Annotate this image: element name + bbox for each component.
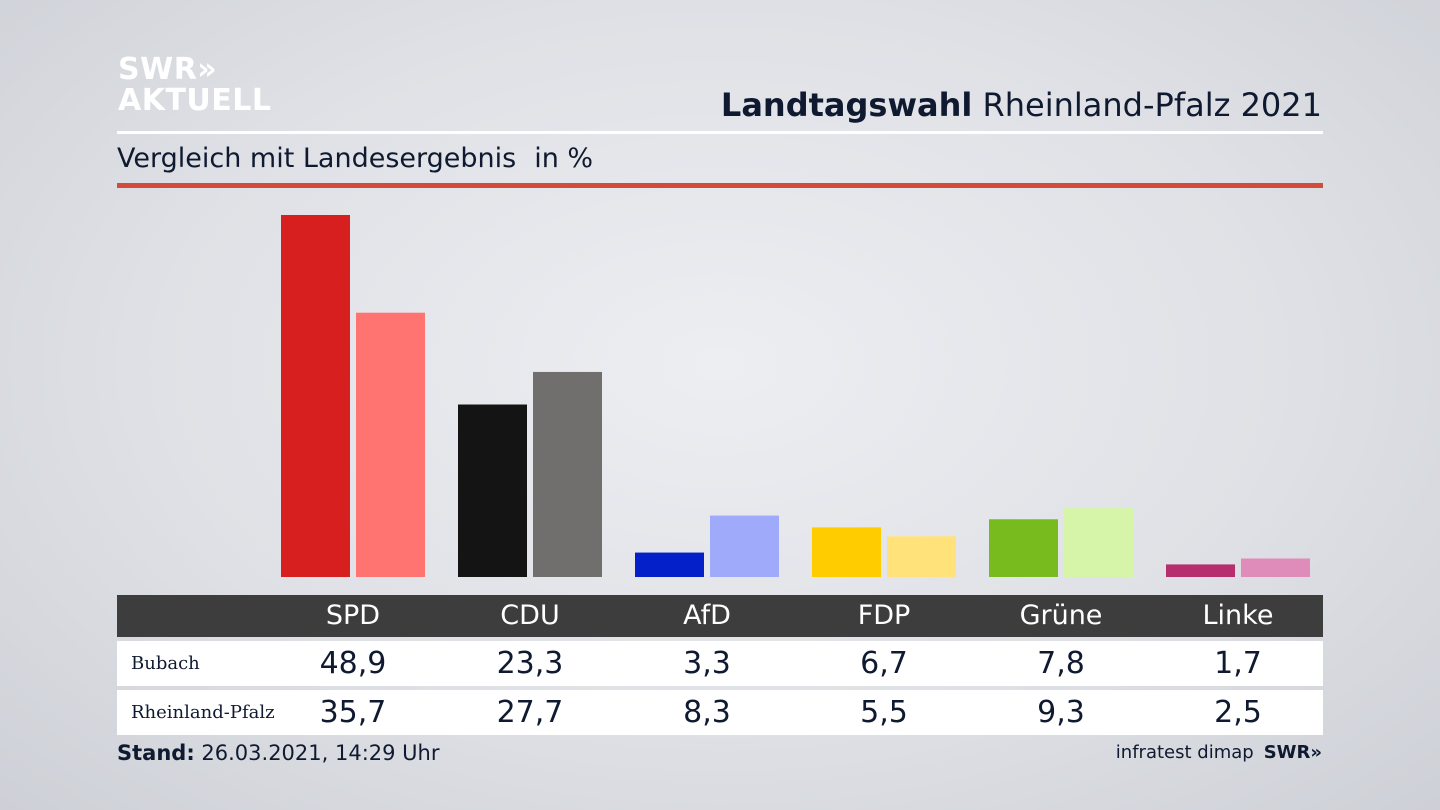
bar-cdu-rheinland-pfalz	[533, 371, 602, 577]
value-fdp-rheinland-pfalz: 5,5	[860, 695, 908, 730]
row-label-rheinland-pfalz: Rheinland-Pfalz	[131, 702, 275, 723]
bar-linke-rheinland-pfalz	[1241, 558, 1310, 577]
bar-spd-bubach	[281, 215, 350, 577]
table-header-row: SPD CDU AfD FDP Grüne Linke	[117, 595, 1323, 637]
column-header-afd: AfD	[683, 600, 731, 631]
bar-fdp-bubach	[812, 527, 881, 577]
table-row-bubach: Bubach 48,9 23,3 3,3 6,7 7,8 1,7	[117, 641, 1323, 686]
value-cdu-bubach: 23,3	[496, 646, 564, 681]
column-header-fdp: FDP	[857, 600, 911, 631]
bar-spd-rheinland-pfalz	[356, 312, 425, 577]
bar-afd-rheinland-pfalz	[710, 515, 779, 577]
column-header-grne: Grüne	[1019, 600, 1103, 631]
subtitle-text: Vergleich mit Landesergebnis	[117, 143, 517, 174]
table-row-rheinland-pfalz: Rheinland-Pfalz 35,7 27,7 8,3 5,5 9,3 2,5	[117, 690, 1323, 735]
value-linke-rheinland-pfalz: 2,5	[1214, 695, 1262, 730]
subtitle-divider	[117, 183, 1323, 188]
column-header-linke: Linke	[1202, 600, 1274, 631]
value-afd-rheinland-pfalz: 8,3	[683, 695, 731, 730]
value-fdp-bubach: 6,7	[860, 646, 908, 681]
stand-label: Stand:	[117, 741, 195, 765]
value-grne-bubach: 7,8	[1037, 646, 1085, 681]
logo-line-1: SWR»	[118, 52, 218, 87]
bar-afd-bubach	[635, 552, 704, 577]
column-header-spd: SPD	[325, 600, 381, 631]
bar-grne-bubach	[989, 519, 1058, 577]
value-spd-bubach: 48,9	[319, 646, 387, 681]
value-grne-rheinland-pfalz: 9,3	[1037, 695, 1085, 730]
column-header-cdu: CDU	[500, 600, 560, 631]
value-afd-bubach: 3,3	[683, 646, 731, 681]
value-cdu-rheinland-pfalz: 27,7	[496, 695, 564, 730]
source-text: infratest dimap	[1115, 742, 1254, 763]
value-spd-rheinland-pfalz: 35,7	[319, 695, 387, 730]
bar-grne-rheinland-pfalz	[1064, 508, 1133, 577]
bar-fdp-rheinland-pfalz	[887, 536, 956, 577]
source-credit: infratest dimap SWR»	[1116, 742, 1322, 763]
row-label-bubach: Bubach	[131, 653, 200, 674]
timestamp: Stand: 26.03.2021, 14:29 Uhr	[117, 741, 440, 765]
subtitle-unit: in %	[534, 143, 594, 174]
results-table: SPD CDU AfD FDP Grüne Linke Bubach 48,9 23,3 3,…	[117, 595, 1323, 735]
bar-linke-bubach	[1166, 564, 1235, 577]
swr-brand-logo: SWR»	[1263, 742, 1322, 763]
logo-line-2: AKTUELL	[118, 83, 272, 118]
title-bold: Landtagswahl	[720, 86, 973, 124]
chart-subtitle: Vergleich mit Landesergebnis in %	[117, 143, 593, 174]
title-rest: Rheinland-Pfalz 2021	[972, 86, 1322, 124]
page-title: Landtagswahl Rheinland-Pfalz 2021	[721, 86, 1322, 124]
bar-cdu-bubach	[458, 404, 527, 577]
header-divider	[117, 131, 1323, 134]
stand-value: 26.03.2021, 14:29 Uhr	[194, 741, 440, 765]
swr-aktuell-logo: SWR» AKTUELL	[118, 54, 272, 116]
value-linke-bubach: 1,7	[1214, 646, 1262, 681]
